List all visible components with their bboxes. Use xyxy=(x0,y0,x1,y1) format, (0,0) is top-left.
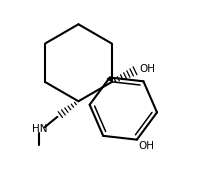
Polygon shape xyxy=(107,76,113,82)
Text: OH: OH xyxy=(140,64,156,74)
Text: OH: OH xyxy=(139,141,155,151)
Text: HN: HN xyxy=(32,124,48,134)
